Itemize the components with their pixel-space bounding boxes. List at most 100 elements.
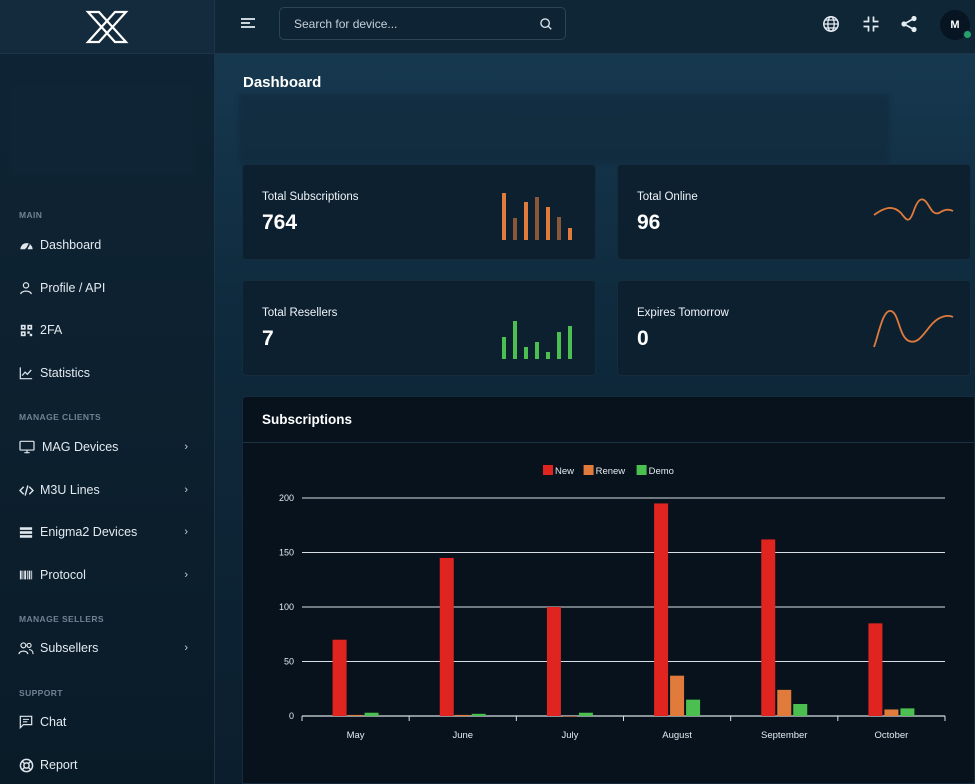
stat-label: Total Subscriptions (262, 191, 359, 203)
sidebar-item-label: Profile / API (40, 281, 106, 295)
legend-swatch-new (543, 465, 553, 475)
sidebar-item-dashboard[interactable]: Dashboard (18, 235, 196, 255)
bar-demo (471, 713, 486, 716)
exit-fullscreen-icon[interactable] (862, 15, 880, 33)
stat-label: Total Resellers (262, 307, 338, 319)
x-tick-label: June (452, 730, 473, 741)
user-avatar[interactable]: M (940, 10, 972, 40)
qr-code-icon (18, 322, 34, 338)
panel-title: Subscriptions (262, 412, 353, 427)
y-tick-label: 0 (289, 711, 294, 721)
line-chart-icon (18, 365, 34, 381)
bar-demo (900, 708, 915, 716)
top-bar: M (215, 0, 975, 54)
stat-value: 0 (637, 327, 649, 350)
subscriptions-panel: Subscriptions 0 50 100 150 200 May June July Aug… (242, 396, 975, 784)
menu-lines-icon (241, 18, 255, 28)
search-input[interactable] (294, 16, 524, 31)
stat-card-total-online[interactable]: Total Online 96 (617, 164, 971, 260)
bar-renew (562, 716, 577, 717)
sidebar-item-statistics[interactable]: Statistics (18, 363, 196, 383)
y-tick-label: 100 (279, 602, 294, 612)
y-tick-label: 50 (284, 657, 294, 667)
chat-icon (18, 714, 34, 730)
x-tick-label: July (561, 730, 578, 741)
orange-line-sparkline (873, 198, 954, 221)
section-support: SUPPORT (19, 688, 63, 698)
sidebar: MAIN Dashboard Profile / API 2FA Statist… (0, 0, 215, 784)
stat-card-total-resellers[interactable]: Total Resellers 7 (242, 280, 596, 376)
stat-value: 764 (262, 211, 298, 234)
sidebar-item-mag-devices[interactable]: MAG Devices › (18, 437, 196, 457)
chevron-right-icon: › (184, 484, 188, 496)
bar-new (332, 639, 347, 716)
bar-new (439, 557, 454, 716)
globe-icon[interactable] (822, 15, 840, 33)
sidebar-item-label: MAG Devices (42, 440, 119, 454)
stat-value: 7 (262, 327, 274, 350)
stat-label: Total Online (637, 191, 698, 203)
main-content: Dashboard Total Subscriptions 764 Total … (215, 54, 975, 784)
panel-header: Subscriptions (243, 397, 974, 443)
sidebar-item-label: Chat (40, 715, 67, 729)
section-main: MAIN (19, 210, 43, 220)
users-icon (18, 640, 34, 656)
sidebar-item-chat[interactable]: Chat (18, 712, 196, 732)
share-icon[interactable] (900, 15, 918, 33)
page-title: Dashboard (243, 74, 322, 91)
brand-x-logo-icon (85, 10, 129, 43)
lifebuoy-icon (18, 757, 34, 773)
sidebar-item-label: Protocol (40, 568, 86, 582)
stat-label: Expires Tomorrow (637, 307, 729, 319)
legend-label-renew: Renew (596, 466, 626, 477)
stat-card-total-subscriptions[interactable]: Total Subscriptions 764 (242, 164, 596, 260)
search-box (279, 7, 566, 40)
user-profile-block (8, 84, 194, 176)
monitor-icon (18, 439, 36, 455)
chevron-right-icon: › (184, 526, 188, 538)
search-icon[interactable] (539, 17, 553, 31)
bar-renew (777, 689, 792, 716)
legend-label-demo: Demo (649, 466, 674, 477)
sidebar-item-m3u-lines[interactable]: M3U Lines › (18, 480, 196, 500)
orange-wave-sparkline (873, 310, 954, 348)
bar-new (654, 503, 669, 716)
online-status-dot (963, 30, 972, 39)
sidebar-item-report[interactable]: Report (18, 755, 196, 775)
avatar-initial: M (950, 19, 960, 31)
sidebar-item-subsellers[interactable]: Subsellers › (18, 638, 196, 658)
bar-demo (793, 704, 808, 716)
sidebar-item-2fa[interactable]: 2FA (18, 320, 196, 340)
x-tick-label: May (347, 730, 365, 741)
sidebar-item-enigma2-devices[interactable]: Enigma2 Devices › (18, 522, 196, 542)
sidebar-item-label: Dashboard (40, 238, 102, 252)
logo[interactable] (0, 0, 214, 54)
menu-toggle-button[interactable] (239, 16, 259, 36)
chevron-right-icon: › (184, 569, 188, 581)
x-tick-label: September (761, 730, 807, 741)
sidebar-item-protocol[interactable]: Protocol › (18, 565, 196, 585)
stat-card-expires-tomorrow[interactable]: Expires Tomorrow 0 (617, 280, 971, 376)
bar-demo (578, 712, 593, 716)
legend-swatch-demo (636, 465, 647, 475)
sidebar-item-label: Statistics (40, 366, 91, 380)
sidebar-item-label: Subsellers (40, 641, 99, 655)
x-tick-label: October (875, 730, 909, 741)
legend-swatch-renew (583, 465, 594, 475)
dashboard-gauge-icon (18, 237, 34, 253)
bar-renew (670, 675, 685, 716)
bar-new (546, 607, 561, 716)
bar-new (761, 539, 776, 716)
user-icon (18, 280, 34, 296)
chevron-right-icon: › (184, 642, 188, 654)
green-mini-bar-sparkline (502, 321, 572, 359)
sidebar-item-label: 2FA (40, 323, 63, 337)
server-stack-icon (18, 524, 34, 540)
sidebar-item-label: M3U Lines (40, 483, 100, 497)
bar-new (868, 623, 883, 716)
y-tick-label: 200 (279, 493, 294, 503)
barcode-icon (18, 567, 34, 583)
subscriptions-bar-chart: 0 50 100 150 200 May June July August September Oc… (279, 465, 946, 741)
bar-demo (364, 712, 379, 716)
sidebar-item-profile-api[interactable]: Profile / API (18, 278, 196, 298)
